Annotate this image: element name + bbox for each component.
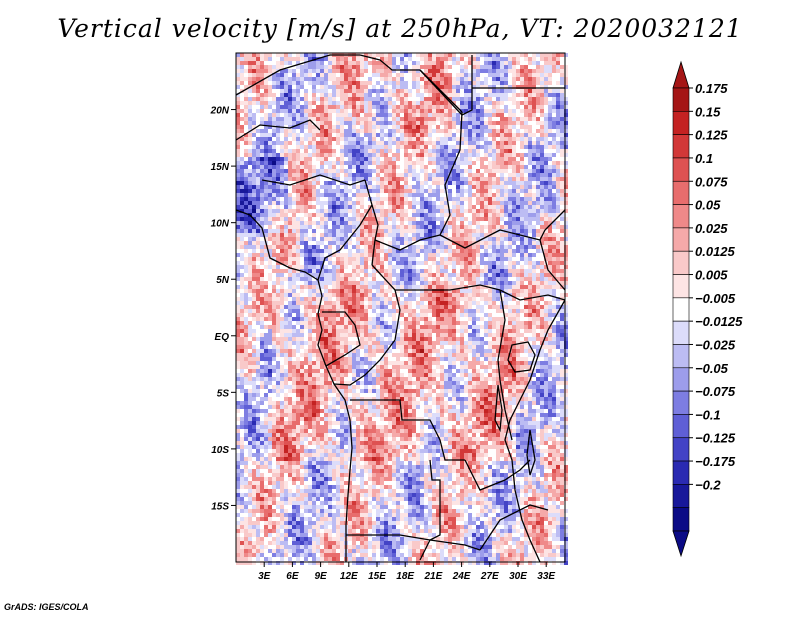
vertical-velocity-field: [236, 53, 568, 565]
colorbar-label: 0.15: [695, 104, 721, 119]
y-tick-label: 10N: [211, 219, 230, 230]
colorbar-label: −0.05: [695, 361, 729, 376]
colorbar-segment: [672, 204, 690, 229]
colorbar-top-arrow: [672, 60, 690, 89]
colorbar-label: −0.005: [695, 291, 736, 306]
colorbar-segment: [672, 227, 690, 252]
colorbar-segment: [672, 367, 690, 392]
colorbar-segment: [672, 507, 690, 532]
y-tick-label: 15N: [211, 162, 230, 173]
x-tick-label: 27E: [480, 571, 499, 582]
colorbar-segment: [672, 484, 690, 508]
lake-malawi: [526, 429, 536, 476]
niger-nigeria-border: [261, 174, 366, 186]
colorbar-label: −0.1: [695, 407, 721, 422]
colorbar-segment: [672, 414, 690, 439]
colorbar-label: −0.0125: [695, 314, 743, 329]
lake-victoria: [507, 341, 536, 373]
y-axis-ticks: 20N 15N 10N 5N EQ 5S 10S 15S: [210, 106, 236, 512]
colorbar-label: −0.175: [695, 454, 736, 469]
colorbar: 0.175 0.15 0.125 0.1 0.075 0.05 0.025 0.0125 0.0…: [672, 60, 743, 558]
coastline-west: [235, 209, 353, 562]
y-tick-label: 10S: [211, 445, 229, 456]
x-tick-label: 21E: [424, 571, 443, 582]
x-tick-label: 6E: [286, 571, 299, 582]
map-frame: [235, 52, 566, 563]
ethiopia-border: [539, 209, 566, 291]
colorbar-label: 0.005: [695, 268, 728, 283]
chad-sudan-border: [439, 111, 463, 236]
angola-zambia-border: [419, 459, 441, 561]
colorbar-segment: [672, 274, 690, 299]
drc-east-border: [497, 289, 513, 441]
lake-tanganyika: [494, 384, 503, 433]
colorbar-label: 0.0125: [695, 244, 736, 259]
southsudan-south-border: [499, 289, 566, 301]
x-tick-label: 18E: [396, 571, 414, 582]
y-tick-label: 15S: [211, 501, 229, 512]
colorbar-segment: [672, 134, 690, 159]
colorbar-segment: [672, 344, 690, 369]
y-tick-label: 5S: [217, 388, 230, 399]
zambia-border: [464, 459, 531, 491]
car-south-border: [371, 264, 501, 291]
congo-drc-border: [333, 289, 401, 386]
y-tick-label: 5N: [216, 275, 230, 286]
chad-car-border: [374, 234, 441, 251]
colorbar-segment: [672, 390, 690, 415]
x-tick-label: 15E: [368, 571, 386, 582]
x-tick-label: 9E: [314, 571, 327, 582]
colorbar-label: 0.05: [695, 198, 721, 213]
colorbar-segment: [672, 460, 690, 485]
cameroon-chad-border: [371, 204, 379, 266]
colorbar-segment: [672, 157, 690, 182]
colorbar-segment: [672, 87, 690, 112]
colorbar-label: 0.1: [695, 151, 713, 166]
y-tick-label: EQ: [215, 332, 230, 343]
colorbar-bottom-arrow: [672, 530, 690, 558]
x-axis-ticks: 3E 6E 9E 12E 15E 18E 21E 24E 27E 30E 33E: [258, 562, 555, 582]
colorbar-label: −0.125: [695, 431, 736, 446]
colorbar-segment: [672, 320, 690, 345]
coastline-east: [504, 299, 566, 563]
x-tick-label: 24E: [452, 571, 471, 582]
chart-title: Vertical velocity [m/s] at 250hPa, VT: 2…: [57, 14, 743, 43]
mali-niger-border: [235, 119, 321, 141]
libya-chad-border: [419, 69, 463, 113]
x-tick-label: 30E: [509, 571, 527, 582]
colorbar-label: −0.075: [695, 384, 736, 399]
x-tick-label: 12E: [340, 571, 358, 582]
niger-chad-border: [359, 54, 463, 116]
x-tick-label: 33E: [537, 571, 555, 582]
grads-credit: GrADS: IGES/COLA: [4, 602, 89, 612]
colorbar-label: 0.075: [695, 174, 728, 189]
colorbar-segment: [672, 180, 690, 205]
x-tick-label: 3E: [258, 571, 271, 582]
colorbar-segment: [672, 111, 690, 135]
colorbar-segment: [672, 250, 690, 275]
colorbar-segment: [672, 437, 690, 462]
sudan-southsudan-border: [439, 229, 541, 249]
gabon-border: [322, 311, 361, 367]
namibia-border: [346, 534, 481, 551]
y-tick-label: 20N: [210, 106, 230, 117]
colorbar-label: −0.025: [695, 337, 736, 352]
colorbar-segment: [672, 297, 690, 322]
zimbabwe-border: [479, 504, 549, 551]
libya-egypt-border: [461, 55, 473, 116]
colorbar-label: −0.2: [695, 477, 721, 492]
algeria-niger-border: [235, 54, 360, 96]
country-borders: [235, 54, 566, 563]
nigeria-cameroon-border: [317, 179, 373, 281]
colorbar-label: 0.125: [695, 128, 728, 143]
colorbar-label: 0.175: [695, 81, 728, 96]
colorbar-label: 0.025: [695, 221, 728, 236]
drc-angola-border: [350, 399, 465, 461]
